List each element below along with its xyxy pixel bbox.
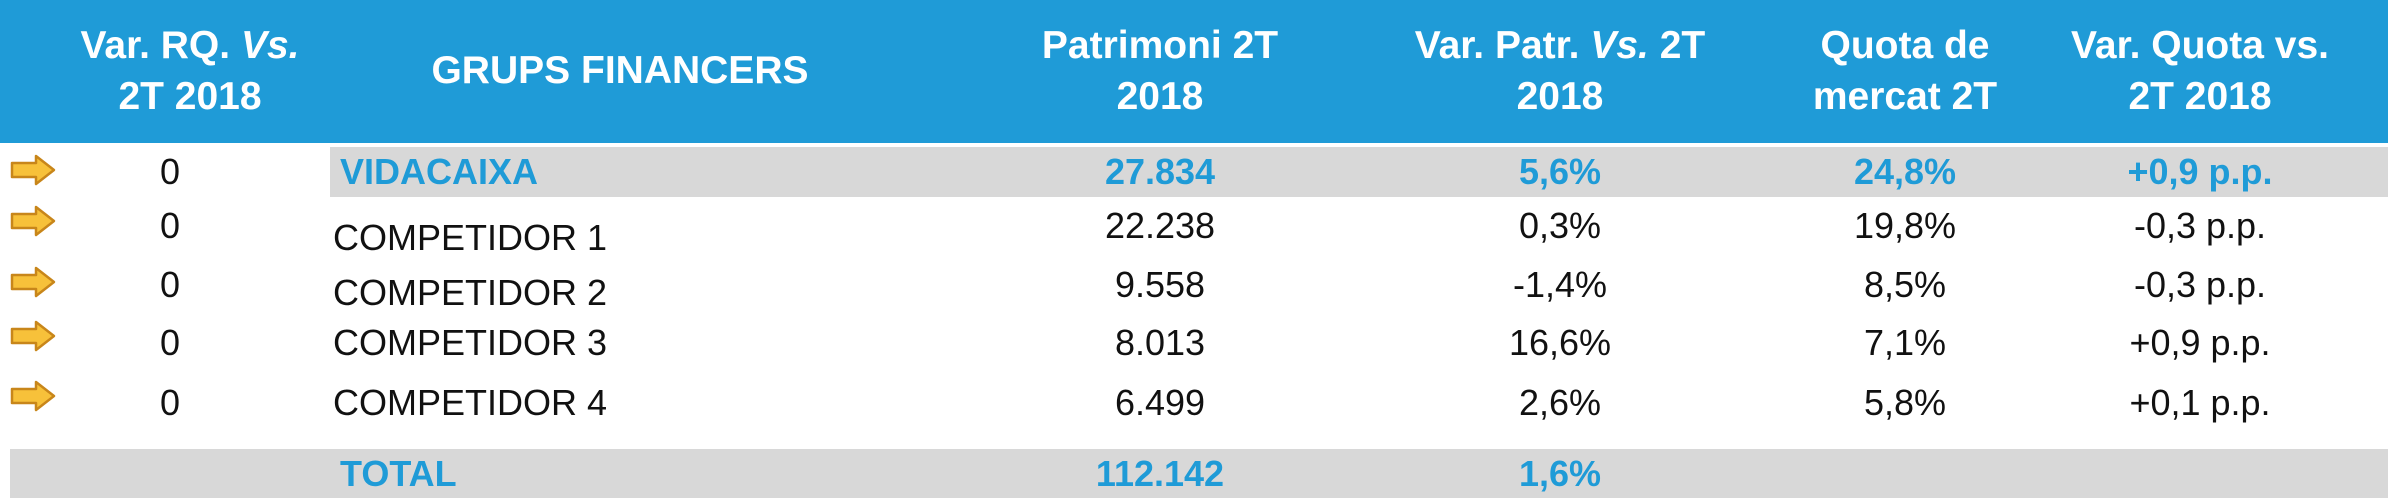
cell-var-rq: 0 bbox=[159, 322, 181, 363]
cell-var-quota: +0,1 p.p. bbox=[2129, 382, 2271, 423]
header-var-rq-line2: 2T 2018 bbox=[118, 74, 262, 118]
arrow-right-icon bbox=[10, 266, 56, 298]
arrow-right-icon bbox=[10, 380, 56, 412]
header-grups-financers: GRUPS FINANCERS bbox=[330, 0, 910, 143]
cell-var-patr: 2,6% bbox=[1518, 382, 1602, 423]
cell-group-name: COMPETIDOR 2 bbox=[333, 272, 608, 313]
header-quota-line1: Quota de bbox=[1820, 23, 1990, 67]
cell-quota: 24,8% bbox=[1853, 151, 1957, 192]
arrow-right-icon bbox=[10, 154, 56, 186]
total-row-background bbox=[10, 449, 2388, 498]
cell-var-quota: +0,9 p.p. bbox=[2127, 151, 2273, 192]
highlight-row-background bbox=[330, 147, 2388, 197]
cell-quota: 5,8% bbox=[1863, 382, 1947, 423]
cell-var-quota: +0,9 p.p. bbox=[2129, 322, 2271, 363]
header-var-rq-italic: Vs. bbox=[240, 23, 300, 67]
cell-var-rq: 0 bbox=[159, 382, 181, 423]
table-header: Var. RQ. Vs. 2T 2018 GRUPS FINANCERS Patr… bbox=[0, 0, 2388, 143]
table-row: 0 COMPETIDOR 4 6.499 2,6% 5,8% +0,1 p.p. bbox=[0, 378, 2388, 428]
header-var-quota: Var. Quota vs. 2T 2018 bbox=[2030, 0, 2370, 143]
total-patrimoni: 112.142 bbox=[1095, 452, 1225, 494]
header-var-patr-line2: 2018 bbox=[1516, 74, 1604, 118]
cell-group-name: COMPETIDOR 4 bbox=[333, 382, 608, 423]
header-patrimoni-line2: 2018 bbox=[1116, 74, 1204, 118]
cell-var-rq: 0 bbox=[159, 151, 181, 192]
total-var-patr: 1,6% bbox=[1518, 452, 1602, 494]
cell-quota: 7,1% bbox=[1863, 322, 1947, 363]
total-label: TOTAL bbox=[340, 452, 457, 494]
cell-group-name: COMPETIDOR 3 bbox=[333, 322, 608, 363]
header-var-rq-text: Var. RQ. bbox=[80, 23, 241, 67]
table-row: 0 COMPETIDOR 1 22.238 0,3% 19,8% -0,3 p.… bbox=[0, 205, 2388, 259]
cell-patrimoni: 27.834 bbox=[1104, 151, 1216, 192]
cell-quota: 19,8% bbox=[1853, 205, 1957, 246]
cell-var-quota: -0,3 p.p. bbox=[2133, 205, 2267, 246]
header-var-patr-italic: Vs. bbox=[1590, 23, 1649, 67]
cell-var-quota: -0,3 p.p. bbox=[2133, 264, 2267, 305]
cell-group-name: VIDACAIXA bbox=[340, 151, 539, 192]
header-var-patr: Var. Patr. Vs. 2T 2018 bbox=[1360, 0, 1760, 143]
cell-var-patr: 0,3% bbox=[1518, 205, 1602, 246]
cell-var-rq: 0 bbox=[159, 264, 181, 305]
header-patrimoni: Patrimoni 2T 2018 bbox=[990, 0, 1330, 143]
header-var-patr-text: Var. Patr. bbox=[1414, 23, 1591, 67]
cell-patrimoni: 6.499 bbox=[1114, 382, 1206, 423]
cell-patrimoni: 8.013 bbox=[1114, 322, 1206, 363]
header-quota: Quota de mercat 2T bbox=[1790, 0, 2020, 143]
cell-var-patr: 16,6% bbox=[1508, 322, 1612, 363]
header-var-rq: Var. RQ. Vs. 2T 2018 bbox=[40, 0, 340, 143]
cell-group-name: COMPETIDOR 1 bbox=[333, 217, 608, 258]
cell-var-patr: 5,6% bbox=[1518, 151, 1602, 192]
header-patrimoni-line1: Patrimoni 2T bbox=[1041, 23, 1279, 67]
table-row: 0 COMPETIDOR 3 8.013 16,6% 7,1% +0,9 p.p… bbox=[0, 318, 2388, 368]
cell-var-patr: -1,4% bbox=[1512, 264, 1608, 305]
cell-var-rq: 0 bbox=[159, 205, 181, 246]
header-quota-line2: mercat 2T bbox=[1812, 74, 1998, 118]
cell-patrimoni: 9.558 bbox=[1114, 264, 1206, 305]
table-row: 0 COMPETIDOR 2 9.558 -1,4% 8,5% -0,3 p.p… bbox=[0, 264, 2388, 314]
arrow-right-icon bbox=[10, 205, 56, 237]
table-row: 0 VIDACAIXA 27.834 5,6% 24,8% +0,9 p.p. bbox=[0, 147, 2388, 197]
total-row: TOTAL 112.142 1,6% bbox=[0, 449, 2388, 498]
arrow-right-icon bbox=[10, 320, 56, 352]
cell-quota: 8,5% bbox=[1863, 264, 1947, 305]
header-var-patr-after: 2T bbox=[1648, 23, 1706, 67]
header-var-quota-line2: 2T 2018 bbox=[2128, 74, 2272, 118]
header-grups-financers-text: GRUPS FINANCERS bbox=[431, 49, 809, 93]
header-var-quota-line1: Var. Quota vs. bbox=[2071, 23, 2329, 67]
cell-patrimoni: 22.238 bbox=[1104, 205, 1216, 246]
